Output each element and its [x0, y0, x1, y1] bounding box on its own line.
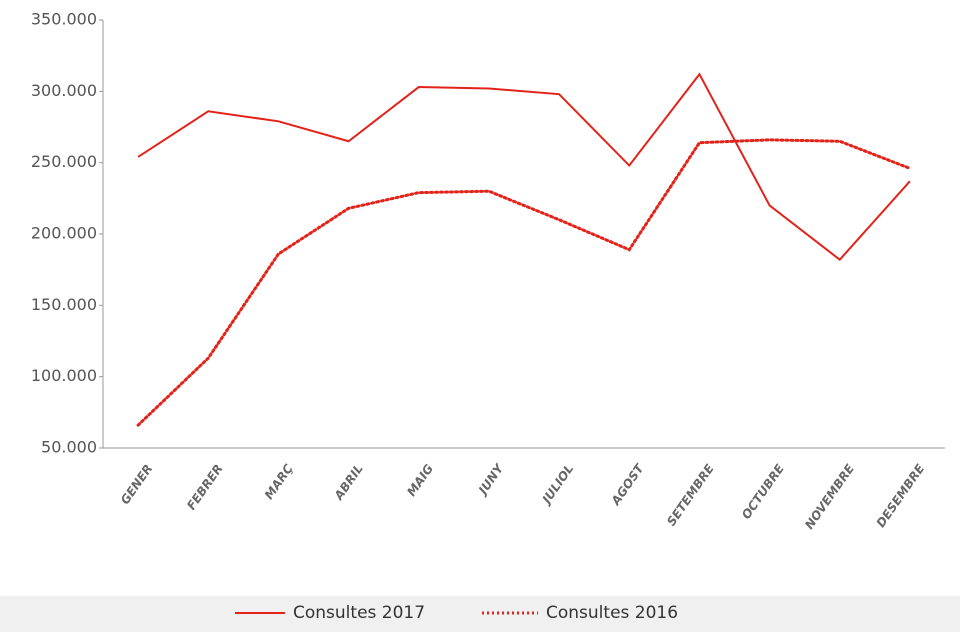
x-tick-label: DESEMBRE: [874, 461, 928, 530]
y-tick-label: 150.000: [31, 295, 97, 314]
x-tick-label: MARÇ: [262, 462, 296, 502]
y-tick-label: 50.000: [41, 438, 97, 457]
x-tick-label: GENER: [118, 462, 156, 507]
y-tick-label: 350.000: [31, 10, 97, 29]
x-tick-label: FEBRER: [184, 462, 225, 513]
x-tick-label: JULIOL: [538, 462, 576, 508]
y-tick-label: 300.000: [31, 81, 97, 100]
x-tick-label: AGOST: [608, 461, 647, 508]
x-tick-label: MAIG: [404, 462, 436, 499]
legend-label: Consultes 2017: [293, 603, 425, 623]
y-tick-label: 100.000: [31, 366, 97, 385]
line-series: [137, 72, 911, 262]
y-tick-label: 250.000: [31, 152, 97, 171]
x-tick-label: NOVEMBRE: [802, 461, 857, 532]
legend-label: Consultes 2016: [546, 603, 678, 623]
legend-background: [0, 596, 960, 632]
line-series: [136, 138, 912, 427]
x-tick-label: ABRIL: [331, 462, 366, 503]
x-tick-label: OCTUBRE: [739, 461, 787, 522]
x-tick-label: JUNY: [475, 461, 507, 499]
x-tick-label: SETEMBRE: [664, 461, 717, 528]
y-tick-label: 200.000: [31, 224, 97, 243]
